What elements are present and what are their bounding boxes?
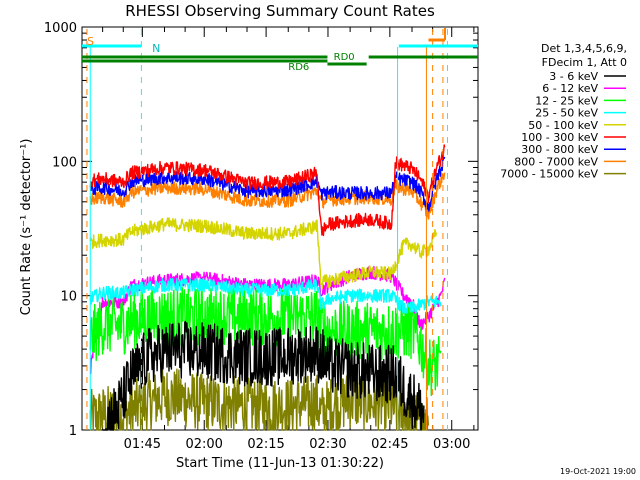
y-tick-label: 100 — [52, 155, 77, 170]
x-tick-label: 02:45 — [371, 437, 408, 452]
legend-item: 25 - 50 keV — [535, 107, 626, 120]
x-axis-title: Start Time (11-Jun-13 01:30:22) — [176, 456, 384, 471]
legend-item: 6 - 12 keV — [542, 82, 626, 95]
time-markers — [86, 29, 448, 430]
legend-label: 100 - 300 keV — [521, 131, 598, 144]
legend-item: 800 - 7000 keV — [514, 155, 626, 168]
series-line-5 — [89, 217, 437, 289]
series-line-8 — [89, 172, 446, 220]
plot-area: 1 10 100 1000 01:45 02:00 02:15 02:30 02:45 03:00… — [44, 21, 479, 452]
legend-header-line: FDecim 1, Att 0 — [542, 56, 627, 69]
y-axis-ticks: 1 10 100 1000 — [44, 21, 478, 439]
legend-label: 6 - 12 keV — [542, 82, 598, 95]
series-line-9 — [89, 368, 429, 431]
series-group — [89, 144, 446, 431]
chart-title: RHESSI Observing Summary Count Rates — [125, 2, 435, 20]
flag-label-rd6: RD6 — [288, 62, 309, 73]
x-tick-label: 02:15 — [247, 437, 284, 452]
legend-item: 300 - 800 keV — [521, 143, 626, 156]
x-tick-label: 03:00 — [433, 437, 470, 452]
series-line-1 — [102, 320, 425, 431]
legend-label: 300 - 800 keV — [521, 143, 598, 156]
legend-item: 7000 - 15000 keV — [500, 168, 626, 181]
flag-bars: S N RD0 RD6 — [82, 28, 478, 73]
legend-label: 800 - 7000 keV — [514, 155, 598, 168]
y-tick-label: 10 — [60, 290, 77, 305]
legend-item: 50 - 100 keV — [528, 119, 626, 132]
legend: Det 1,3,4,5,6,9,FDecim 1, Att 03 - 6 keV… — [500, 42, 627, 181]
plot-frame — [81, 26, 479, 431]
legend-item: 100 - 300 keV — [521, 131, 626, 144]
legend-header-line: Det 1,3,4,5,6,9, — [541, 42, 627, 55]
footer-timestamp: 19-Oct-2021 19:00 — [560, 467, 636, 476]
legend-item: 12 - 25 keV — [535, 94, 626, 107]
x-tick-label: 02:30 — [309, 437, 346, 452]
x-tick-label: 01:45 — [124, 437, 161, 452]
legend-label: 7000 - 15000 keV — [500, 168, 598, 181]
x-axis-ticks: 01:45 02:00 02:15 02:30 02:45 03:00 — [102, 27, 475, 452]
legend-label: 12 - 25 keV — [535, 94, 598, 107]
flag-label-rd0: RD0 — [334, 52, 355, 63]
legend-item: 3 - 6 keV — [549, 70, 626, 83]
legend-label: 50 - 100 keV — [528, 119, 598, 132]
flag-label-s: S — [87, 35, 94, 48]
flag-label-n: N — [152, 42, 160, 55]
legend-label: 3 - 6 keV — [549, 70, 598, 83]
y-axis-title: Count Rate (s⁻¹ detector⁻¹) — [19, 139, 34, 316]
series-line-6 — [89, 144, 446, 237]
series-line-4 — [89, 277, 442, 315]
legend-label: 25 - 50 keV — [535, 107, 598, 120]
y-tick-label: 1 — [69, 424, 77, 439]
x-tick-label: 02:00 — [185, 437, 222, 452]
y-tick-label: 1000 — [44, 21, 77, 36]
